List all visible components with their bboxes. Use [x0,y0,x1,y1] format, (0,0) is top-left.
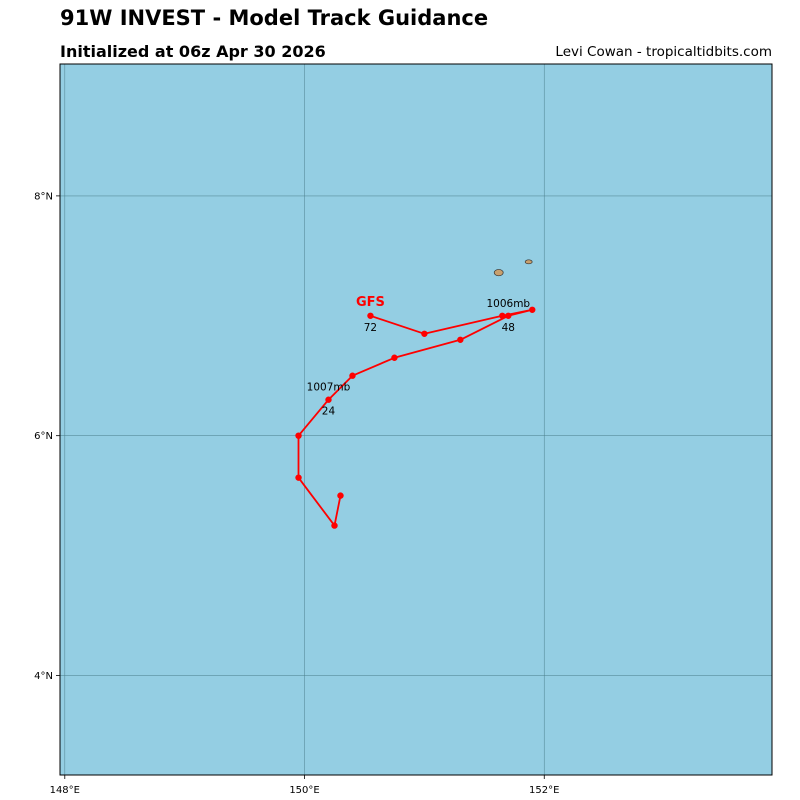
track-point [295,432,301,438]
track-point [499,313,505,319]
map-ocean [60,64,772,775]
lat-tick-label: 6°N [34,431,53,442]
lon-tick-label: 152°E [529,785,559,796]
track-point [325,397,331,403]
island-shape [494,269,503,275]
lon-tick-label: 148°E [50,785,80,796]
lat-tick-label: 8°N [34,191,53,202]
forecast-hour-label: 48 [502,322,515,334]
track-point [391,355,397,361]
track-point [367,313,373,319]
track-point [349,373,355,379]
lon-tick-label: 150°E [289,785,319,796]
forecast-hour-label: 24 [322,406,336,418]
pressure-label: 1006mb [486,298,530,310]
forecast-hour-label: 72 [364,322,377,334]
lat-tick-label: 4°N [34,671,53,682]
track-point [331,522,337,528]
island-shape [525,260,532,264]
pressure-label: 1007mb [307,382,351,394]
track-point [421,331,427,337]
track-point [337,492,343,498]
model-name-label: GFS [356,295,385,310]
track-point [505,313,511,319]
track-point [295,474,301,480]
track-point [457,337,463,343]
